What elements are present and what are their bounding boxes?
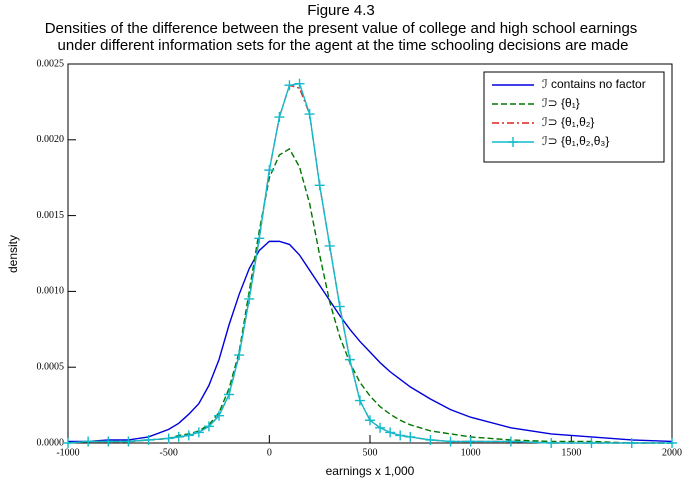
- point-marker: [626, 438, 637, 448]
- legend-label: ℐ contains no factor: [542, 77, 646, 91]
- x-tick-label: 1000: [461, 447, 481, 458]
- point-marker: [344, 354, 355, 365]
- point-marker: [123, 436, 134, 447]
- y-tick-label: 0.0015: [37, 210, 65, 221]
- point-marker: [183, 430, 194, 441]
- point-marker: [254, 233, 265, 244]
- x-tick-label: 500: [363, 447, 378, 458]
- x-tick-label: 2000: [662, 447, 682, 458]
- point-marker: [586, 438, 597, 448]
- point-marker: [324, 240, 335, 251]
- point-marker: [304, 109, 315, 120]
- point-marker: [425, 434, 436, 445]
- point-marker: [284, 80, 295, 91]
- point-marker: [294, 78, 305, 89]
- point-marker: [385, 427, 396, 438]
- legend-label: ℐ⊃ {θ₁,θ₂}: [542, 115, 594, 129]
- legend-marker: [508, 137, 518, 147]
- point-marker: [224, 389, 235, 400]
- legend-box: [483, 71, 665, 163]
- point-marker: [465, 436, 476, 447]
- y-tick-label: 0.0010: [37, 286, 65, 297]
- point-marker: [375, 422, 386, 433]
- point-marker: [546, 438, 557, 448]
- point-marker: [405, 431, 416, 442]
- point-marker: [505, 436, 516, 447]
- point-marker: [103, 436, 114, 447]
- point-marker: [365, 415, 375, 426]
- x-axis-label: earnings x 1,000: [326, 464, 415, 478]
- point-marker: [395, 430, 406, 441]
- y-tick-label: 0.0000: [37, 437, 65, 448]
- point-marker: [214, 410, 224, 421]
- point-marker: [274, 112, 285, 123]
- point-marker: [203, 421, 214, 432]
- legend-label: ℐ⊃ {θ₁}: [542, 96, 580, 110]
- point-marker: [163, 433, 174, 444]
- point-marker: [143, 434, 154, 445]
- point-marker: [334, 301, 345, 312]
- x-tick-label: -1000: [56, 447, 79, 458]
- x-tick-label: 1500: [561, 447, 581, 458]
- legend-label: ℐ⊃ {θ₁,θ₂,θ₃}: [542, 134, 609, 148]
- series-line: [67, 84, 672, 444]
- chart-subtitle: Densities of the difference between the …: [45, 20, 638, 37]
- point-marker: [244, 293, 255, 304]
- point-marker: [445, 436, 456, 447]
- y-tick-label: 0.0025: [37, 58, 65, 69]
- point-marker: [193, 427, 204, 438]
- point-marker: [354, 395, 365, 406]
- y-tick-label: 0.0020: [37, 134, 65, 145]
- point-marker: [264, 165, 275, 176]
- point-marker: [83, 436, 94, 447]
- chart-subtitle: under different information sets for the…: [58, 37, 629, 54]
- series-line: [67, 147, 672, 444]
- x-tick-label: 0: [267, 447, 272, 458]
- point-marker: [234, 350, 245, 361]
- chart-title: Figure 4.3: [307, 2, 375, 19]
- y-axis-label: density: [6, 235, 20, 273]
- point-marker: [314, 180, 325, 191]
- x-tick-label: -500: [159, 447, 177, 458]
- point-marker: [173, 431, 184, 442]
- point-marker: [63, 438, 73, 448]
- point-marker: [667, 438, 677, 448]
- y-tick-label: 0.0005: [37, 361, 65, 372]
- series-line: [68, 240, 673, 443]
